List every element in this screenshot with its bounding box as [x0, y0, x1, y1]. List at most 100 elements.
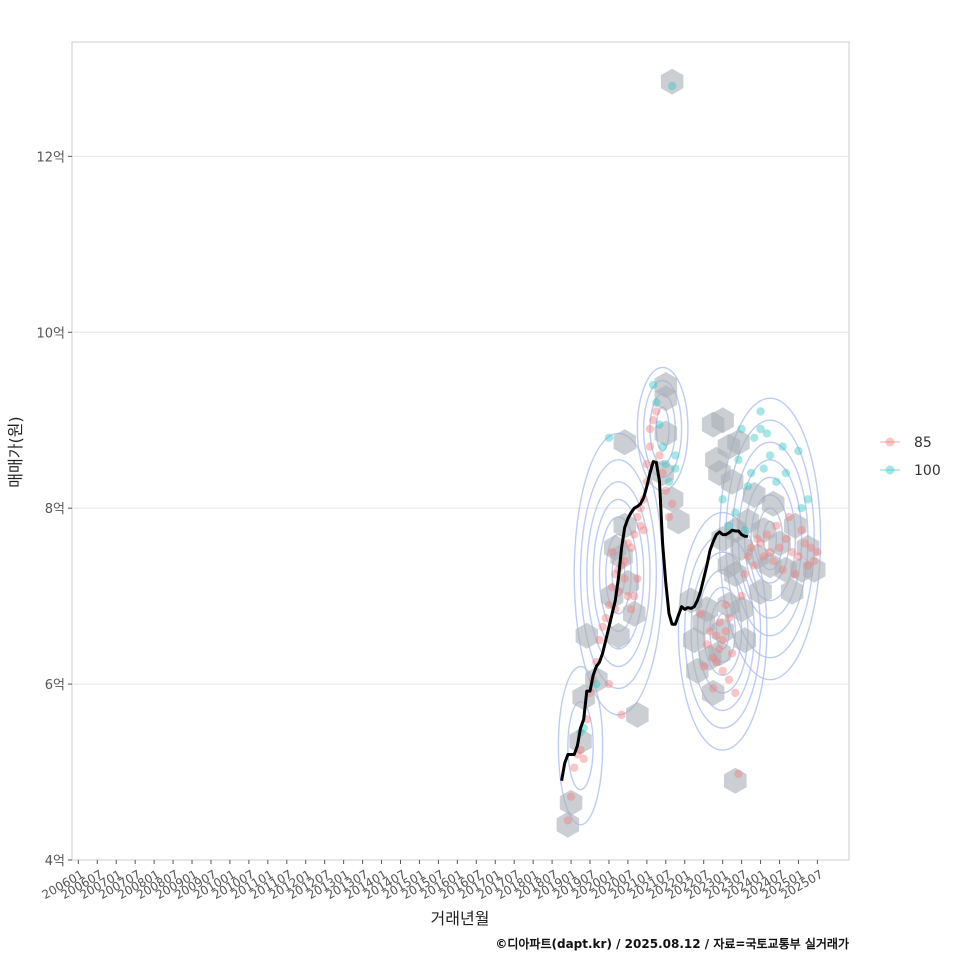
- legend-key-100: [885, 465, 895, 475]
- point-85: [740, 569, 749, 579]
- density-contour: [592, 498, 645, 650]
- point-100: [734, 455, 743, 464]
- point-85: [576, 745, 585, 755]
- point-100: [803, 495, 813, 504]
- hexbin-cell: [607, 622, 630, 649]
- hexbin-cell: [733, 627, 756, 654]
- hexbin-cell: [780, 578, 804, 605]
- hexbin-cell: [569, 728, 592, 755]
- point-85: [778, 565, 787, 574]
- point-100: [756, 424, 765, 434]
- point-85: [810, 556, 819, 566]
- point-100: [667, 81, 677, 91]
- point-85: [630, 530, 639, 539]
- point-100: [648, 380, 658, 390]
- point-85: [724, 613, 734, 623]
- point-85: [737, 591, 746, 601]
- hexbin-cell: [730, 596, 753, 623]
- point-85: [768, 556, 778, 566]
- hexbin-cell: [796, 534, 820, 561]
- point-85: [784, 512, 794, 522]
- point-85: [620, 574, 629, 583]
- point-100: [671, 451, 680, 460]
- point-100: [718, 495, 727, 504]
- point-85: [639, 525, 648, 535]
- point-85: [620, 556, 629, 566]
- hexbin-cell: [667, 508, 690, 535]
- y-tick-label: 8억: [45, 502, 65, 517]
- point-85: [702, 640, 712, 649]
- hexbin-cell: [616, 569, 640, 596]
- point-85: [794, 552, 803, 561]
- point-85: [708, 653, 718, 662]
- point-85: [813, 547, 822, 557]
- legend-label-85: 85: [914, 435, 932, 451]
- point-85: [718, 635, 727, 645]
- hexbin-cell: [654, 420, 678, 447]
- point-85: [734, 769, 743, 779]
- point-85: [797, 525, 806, 535]
- point-85: [626, 543, 636, 552]
- point-100: [664, 477, 674, 486]
- point-85: [803, 561, 813, 570]
- y-tick-label: 6억: [45, 678, 65, 693]
- point-85: [664, 512, 674, 522]
- point-85: [721, 600, 731, 610]
- point-85: [623, 591, 633, 601]
- point-85: [721, 627, 731, 636]
- hexbin-cell: [784, 512, 807, 539]
- point-100: [731, 508, 740, 517]
- legend: 85 100: [880, 435, 941, 479]
- point-85: [604, 679, 614, 689]
- point-100: [740, 525, 749, 535]
- point-100: [778, 442, 787, 451]
- density-contour: [677, 511, 768, 751]
- hexbin-cell: [761, 490, 785, 517]
- hexbin-cell: [623, 600, 646, 627]
- point-85: [667, 499, 677, 508]
- point-85: [648, 416, 658, 425]
- y-tick-label: 12억: [36, 150, 65, 165]
- point-85: [727, 649, 737, 658]
- point-100: [661, 459, 671, 469]
- point-100: [756, 407, 765, 416]
- point-100: [765, 451, 775, 460]
- point-85: [756, 539, 765, 548]
- point-100: [750, 433, 759, 443]
- point-100: [655, 420, 664, 429]
- point-100: [658, 442, 667, 451]
- trend-line: [560, 460, 748, 782]
- hexbin-cell: [749, 578, 772, 605]
- density-contour: [579, 459, 658, 690]
- point-85: [633, 574, 642, 583]
- hexbin-layer: [556, 68, 826, 838]
- point-100: [772, 477, 781, 486]
- hexbin-cell: [613, 429, 636, 456]
- point-85: [617, 710, 626, 720]
- point-85: [570, 763, 579, 772]
- point-85: [661, 486, 671, 495]
- y-axis: 4억 6억 8억 10억 12억: [36, 150, 72, 869]
- hexbin-cell: [559, 789, 583, 816]
- hexbin-cell: [708, 640, 731, 667]
- point-85: [579, 754, 588, 764]
- point-85: [658, 468, 667, 478]
- legend-label-100: 100: [914, 463, 941, 479]
- point-85: [595, 635, 604, 645]
- hexbin-cell: [768, 530, 791, 557]
- point-85: [715, 618, 724, 627]
- hexbin-cell: [654, 385, 678, 412]
- hexbin-cell: [660, 486, 684, 513]
- point-85: [781, 534, 791, 544]
- point-85: [791, 569, 800, 579]
- point-85: [775, 543, 784, 552]
- point-85: [626, 605, 636, 614]
- density-contour: [586, 481, 651, 668]
- hexbin-cell: [803, 556, 826, 583]
- point-85: [746, 543, 756, 552]
- point-85: [718, 666, 727, 676]
- point-85: [708, 684, 718, 693]
- point-85: [753, 534, 762, 544]
- y-axis-title: 매매가(원): [6, 416, 25, 487]
